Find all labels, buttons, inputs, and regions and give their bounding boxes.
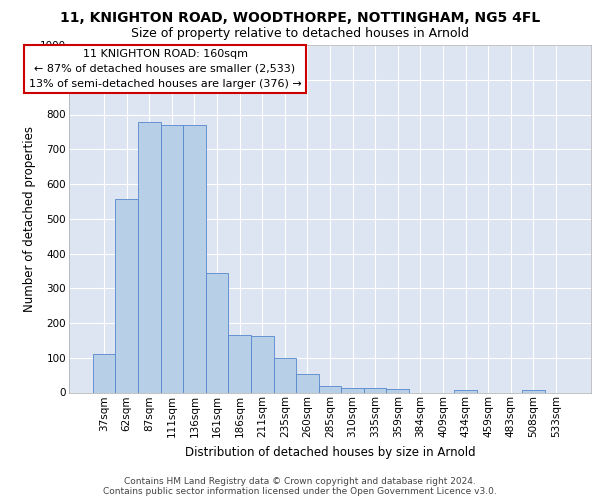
Bar [274, 358, 296, 392]
Y-axis label: Number of detached properties: Number of detached properties [23, 126, 36, 312]
Bar [183, 125, 206, 392]
Bar [454, 390, 477, 392]
Bar [138, 122, 161, 392]
Bar [364, 388, 386, 392]
Text: 11, KNIGHTON ROAD, WOODTHORPE, NOTTINGHAM, NG5 4FL: 11, KNIGHTON ROAD, WOODTHORPE, NOTTINGHA… [60, 11, 540, 25]
Text: Size of property relative to detached houses in Arnold: Size of property relative to detached ho… [131, 28, 469, 40]
Bar [522, 390, 545, 392]
Bar [319, 386, 341, 392]
Bar [206, 274, 229, 392]
Text: 11 KNIGHTON ROAD: 160sqm
← 87% of detached houses are smaller (2,533)
13% of sem: 11 KNIGHTON ROAD: 160sqm ← 87% of detach… [29, 49, 301, 89]
Bar [161, 125, 183, 392]
X-axis label: Distribution of detached houses by size in Arnold: Distribution of detached houses by size … [185, 446, 475, 458]
Bar [93, 354, 115, 393]
Text: Contains HM Land Registry data © Crown copyright and database right 2024.
Contai: Contains HM Land Registry data © Crown c… [103, 476, 497, 496]
Bar [229, 335, 251, 392]
Bar [296, 374, 319, 392]
Bar [341, 388, 364, 392]
Bar [251, 336, 274, 392]
Bar [115, 199, 138, 392]
Bar [386, 388, 409, 392]
